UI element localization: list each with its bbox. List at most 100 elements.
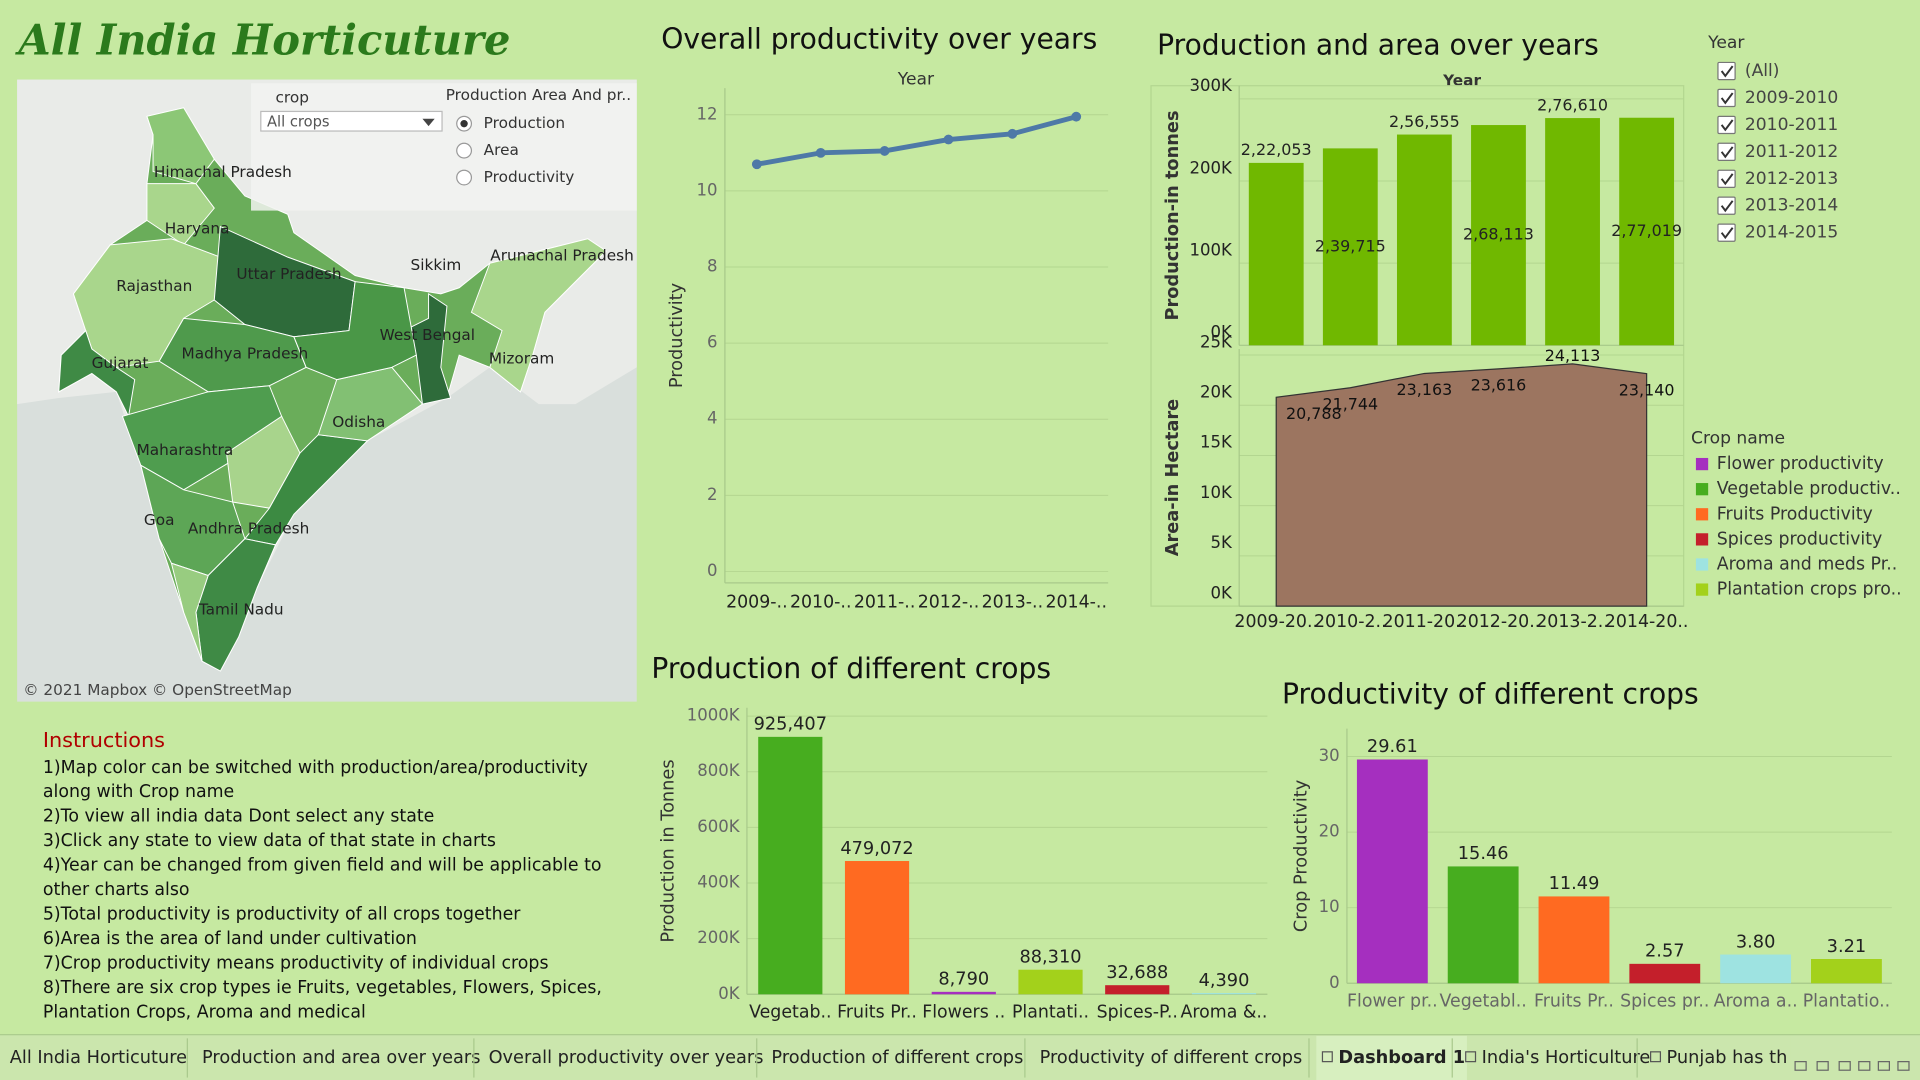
year-filter-item[interactable]: 2010-2011 xyxy=(1745,115,1838,135)
tab-control[interactable] xyxy=(1794,1061,1807,1071)
checkbox[interactable] xyxy=(1717,142,1736,162)
legend-entry[interactable]: Plantation crops pro.. xyxy=(1717,580,1902,600)
checkbox[interactable] xyxy=(1717,196,1736,215)
bar[interactable] xyxy=(1191,993,1257,995)
y-tick-label: 0 xyxy=(707,561,718,580)
tab-control[interactable] xyxy=(1877,1061,1890,1071)
state-label: Gujarat xyxy=(92,354,149,372)
state-shape[interactable] xyxy=(470,238,607,393)
tab-control[interactable] xyxy=(1897,1061,1910,1071)
tab[interactable]: All India Horticuture xyxy=(10,1048,187,1068)
y-tick-label: 400K xyxy=(697,873,741,892)
legend-swatch[interactable] xyxy=(1695,457,1709,471)
map-filter-panel xyxy=(251,83,637,211)
checkmark[interactable] xyxy=(1720,92,1734,105)
y-tick-label: 6 xyxy=(707,333,718,352)
bar[interactable] xyxy=(1720,954,1792,984)
tab[interactable]: Production and area over years xyxy=(202,1048,480,1068)
checkbox[interactable] xyxy=(1717,169,1736,188)
data-label: 20,788 xyxy=(1286,404,1342,423)
tab[interactable]: Productivity of different crops xyxy=(1040,1048,1303,1068)
data-label: 479,072 xyxy=(840,839,913,859)
tab[interactable]: Dashboard 1 xyxy=(1338,1048,1465,1068)
checkbox[interactable] xyxy=(1717,223,1736,242)
checkmark[interactable] xyxy=(1720,119,1734,132)
radio-button[interactable] xyxy=(456,169,473,186)
year-filter-item[interactable]: 2012-2013 xyxy=(1745,169,1838,189)
bar[interactable] xyxy=(844,861,910,995)
radio-dot[interactable] xyxy=(460,120,468,128)
state-shape[interactable] xyxy=(317,366,424,442)
state-shape[interactable] xyxy=(58,329,136,418)
checkbox[interactable] xyxy=(1717,61,1736,81)
legend-swatch[interactable] xyxy=(1695,508,1709,521)
checkbox[interactable] xyxy=(1717,88,1736,108)
year-filter-item[interactable]: (All) xyxy=(1745,61,1780,81)
legend-entry[interactable]: Aroma and meds Pr.. xyxy=(1717,554,1898,574)
y-tick-label: 600K xyxy=(697,817,741,836)
y-axis-title: Productivity xyxy=(667,283,687,388)
bar[interactable] xyxy=(931,991,996,995)
bar[interactable] xyxy=(1322,148,1378,346)
bar[interactable] xyxy=(1356,759,1428,984)
bar[interactable] xyxy=(1619,117,1675,346)
tab-control[interactable] xyxy=(1858,1061,1871,1071)
bar[interactable] xyxy=(1447,866,1519,984)
tab-control[interactable] xyxy=(1838,1061,1851,1071)
checkmark[interactable] xyxy=(1720,173,1734,186)
radio-label[interactable]: Area xyxy=(484,141,519,159)
radio-button[interactable] xyxy=(456,142,473,159)
y-tick-label: 30 xyxy=(1319,746,1340,765)
x-tick-label: 2012-.. xyxy=(918,592,980,612)
instruction-line: 2)To view all india data Dont select any… xyxy=(43,807,435,827)
checkmark[interactable] xyxy=(1720,200,1734,213)
legend-swatch[interactable] xyxy=(1695,533,1709,546)
bar[interactable] xyxy=(1396,134,1452,346)
line-point xyxy=(751,159,762,170)
legend-entry[interactable]: Spices productivity xyxy=(1717,529,1883,549)
bar[interactable] xyxy=(758,736,823,995)
legend-entry[interactable]: Flower productivity xyxy=(1717,454,1884,474)
state-shape[interactable] xyxy=(170,562,209,662)
bar[interactable] xyxy=(1538,896,1610,984)
checkbox[interactable] xyxy=(1717,115,1736,135)
bar[interactable] xyxy=(1018,969,1083,995)
tab-control[interactable] xyxy=(1816,1061,1829,1071)
tab-icon xyxy=(1321,1051,1333,1063)
radio-label[interactable]: Production xyxy=(484,114,565,132)
state-label: Himachal Pradesh xyxy=(154,163,292,181)
legend-swatch[interactable] xyxy=(1695,483,1709,496)
year-filter-item[interactable]: 2011-2012 xyxy=(1745,142,1838,162)
dropdown-arrow[interactable] xyxy=(422,118,435,127)
data-label: 3.21 xyxy=(1827,937,1867,957)
legend-entry[interactable]: Vegetable productiv.. xyxy=(1717,479,1901,499)
checkmark[interactable] xyxy=(1720,146,1734,159)
legend-entry[interactable]: Fruits Productivity xyxy=(1717,504,1873,524)
legend-swatch[interactable] xyxy=(1695,583,1709,596)
bar[interactable] xyxy=(1811,959,1882,984)
bar[interactable] xyxy=(1545,118,1600,346)
crop-dropdown-value[interactable]: All crops xyxy=(267,113,330,130)
y-tick-label: 200K xyxy=(1189,158,1233,177)
chart-title: Production and area over years xyxy=(1157,29,1599,62)
bar[interactable] xyxy=(1105,985,1170,995)
state-shape[interactable] xyxy=(146,183,215,246)
year-filter-item[interactable]: 2013-2014 xyxy=(1745,196,1838,216)
tab[interactable]: Production of different crops xyxy=(771,1048,1023,1068)
legend-swatch[interactable] xyxy=(1695,558,1709,571)
state-shape[interactable] xyxy=(293,281,417,381)
checkmark[interactable] xyxy=(1720,65,1734,78)
crop-dropdown[interactable] xyxy=(260,110,443,132)
tab[interactable]: Overall productivity over years xyxy=(489,1048,764,1068)
y-axis-title: Production in Tonnes xyxy=(659,759,679,942)
bar[interactable] xyxy=(1471,125,1526,346)
bar[interactable] xyxy=(1248,162,1304,346)
tab[interactable]: Punjab has th xyxy=(1667,1048,1788,1068)
radio-label[interactable]: Productivity xyxy=(484,168,575,186)
year-filter-item[interactable]: 2014-2015 xyxy=(1745,223,1838,243)
bar[interactable] xyxy=(1629,963,1701,984)
year-filter-item[interactable]: 2009-2010 xyxy=(1745,88,1838,108)
checkmark[interactable] xyxy=(1720,227,1734,240)
tab[interactable]: India's Horticulture xyxy=(1482,1048,1651,1068)
state-label: Goa xyxy=(144,511,175,529)
